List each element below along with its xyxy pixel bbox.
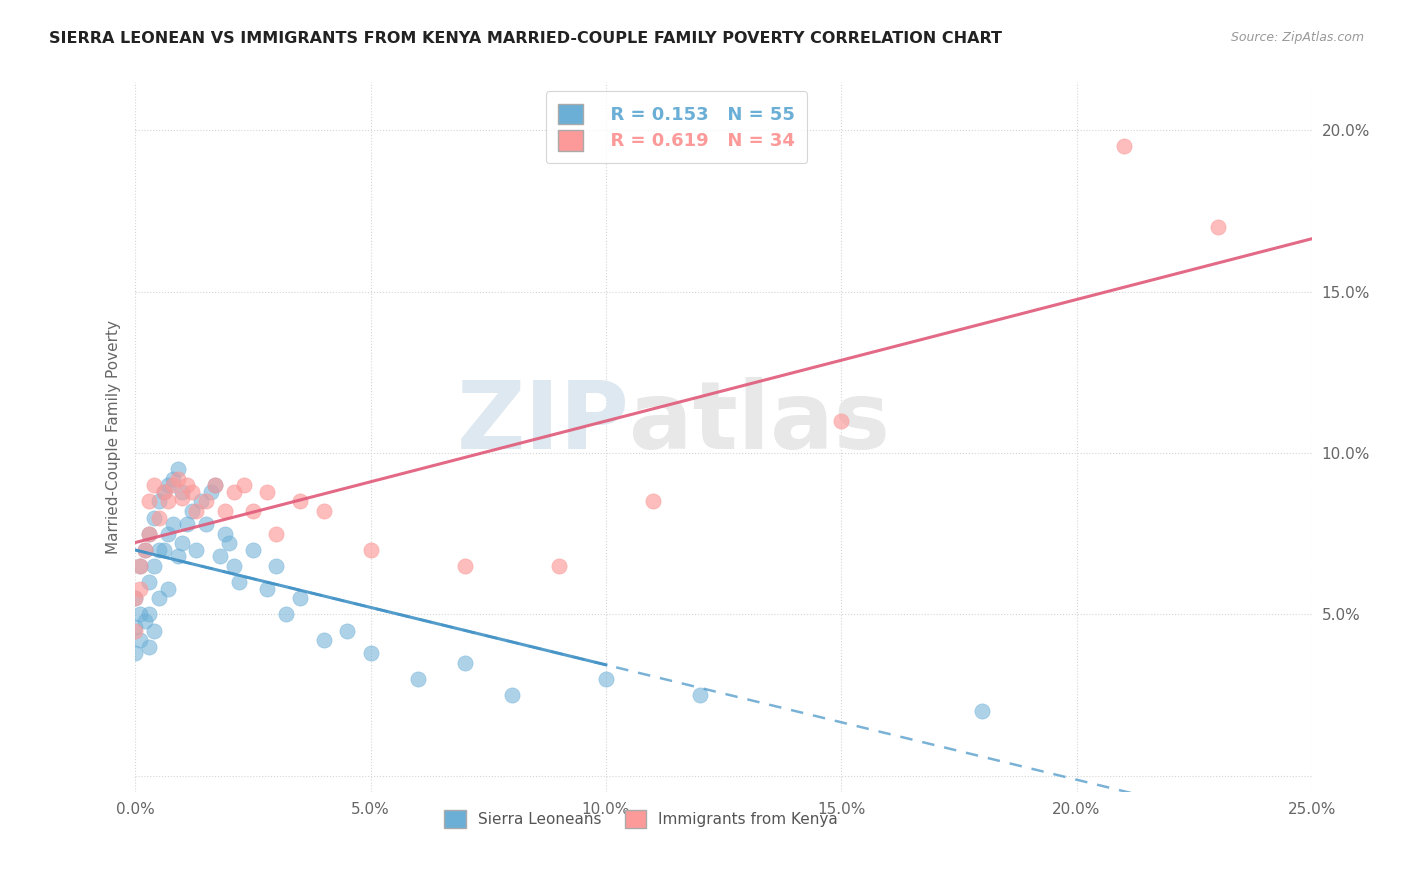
Point (204, 478, 226, 492)
Point (194, 517, 217, 532)
Point (152, 542, 174, 557)
Point (166, 549, 188, 564)
Point (138, 607, 160, 622)
Point (129, 559, 152, 574)
Point (129, 582, 152, 596)
Point (641, 494, 664, 508)
Point (157, 526, 180, 541)
Point (148, 510, 170, 524)
Point (360, 646, 382, 660)
Point (172, 536, 194, 550)
Point (186, 542, 208, 557)
Point (214, 526, 236, 541)
Point (152, 484, 174, 499)
Point (266, 526, 288, 541)
Point (214, 504, 236, 518)
Point (138, 640, 160, 654)
Point (134, 542, 156, 557)
Point (143, 559, 166, 574)
Point (288, 494, 311, 508)
Point (256, 582, 278, 596)
Point (186, 504, 208, 518)
Point (148, 591, 170, 606)
Point (124, 624, 146, 638)
Point (224, 559, 246, 574)
Text: Source: ZipAtlas.com: Source: ZipAtlas.com (1230, 31, 1364, 45)
Point (157, 582, 180, 596)
Point (157, 478, 180, 492)
Point (124, 591, 146, 606)
Point (194, 494, 217, 508)
Point (454, 559, 477, 574)
Point (134, 542, 156, 557)
Point (1112, 139, 1135, 153)
Point (138, 526, 160, 541)
Y-axis label: Married-Couple Family Poverty: Married-Couple Family Poverty (107, 320, 121, 554)
Point (242, 542, 264, 557)
Point (312, 633, 335, 648)
Point (134, 614, 156, 628)
Point (256, 484, 278, 499)
Point (143, 510, 166, 524)
Point (200, 484, 222, 499)
Point (124, 591, 146, 606)
Point (180, 504, 202, 518)
Point (129, 633, 152, 648)
Point (143, 478, 166, 492)
Point (312, 504, 335, 518)
Point (148, 494, 170, 508)
Text: SIERRA LEONEAN VS IMMIGRANTS FROM KENYA MARRIED-COUPLE FAMILY POVERTY CORRELATIO: SIERRA LEONEAN VS IMMIGRANTS FROM KENYA … (49, 31, 1002, 46)
Text: ZIP: ZIP (457, 376, 630, 468)
Text: atlas: atlas (630, 376, 890, 468)
Point (157, 494, 180, 508)
Point (129, 559, 152, 574)
Point (190, 494, 212, 508)
Point (232, 478, 254, 492)
Point (162, 478, 184, 492)
Point (138, 494, 160, 508)
Point (138, 526, 160, 541)
Point (266, 559, 288, 574)
Point (501, 688, 523, 702)
Point (547, 559, 569, 574)
Point (595, 672, 617, 686)
Point (406, 672, 429, 686)
Point (208, 549, 231, 564)
Point (172, 491, 194, 506)
Point (336, 624, 359, 638)
Point (172, 484, 194, 499)
Point (166, 462, 188, 476)
Point (176, 478, 198, 492)
Point (148, 542, 170, 557)
Point (228, 575, 250, 590)
Point (830, 414, 852, 428)
Legend: Sierra Leoneans, Immigrants from Kenya: Sierra Leoneans, Immigrants from Kenya (439, 805, 844, 834)
Point (204, 478, 226, 492)
Point (143, 624, 166, 638)
Point (224, 484, 246, 499)
Point (242, 504, 264, 518)
Point (129, 607, 152, 622)
Point (274, 607, 297, 622)
Point (138, 575, 160, 590)
Point (689, 688, 711, 702)
Point (166, 472, 188, 486)
Point (218, 536, 240, 550)
Point (124, 620, 146, 634)
Point (454, 656, 477, 670)
Point (288, 591, 311, 606)
Point (972, 704, 994, 718)
Point (360, 542, 382, 557)
Point (152, 484, 174, 499)
Point (124, 646, 146, 660)
Point (162, 472, 184, 486)
Point (180, 484, 202, 499)
Point (162, 517, 184, 532)
Point (176, 517, 198, 532)
Point (1206, 220, 1229, 235)
